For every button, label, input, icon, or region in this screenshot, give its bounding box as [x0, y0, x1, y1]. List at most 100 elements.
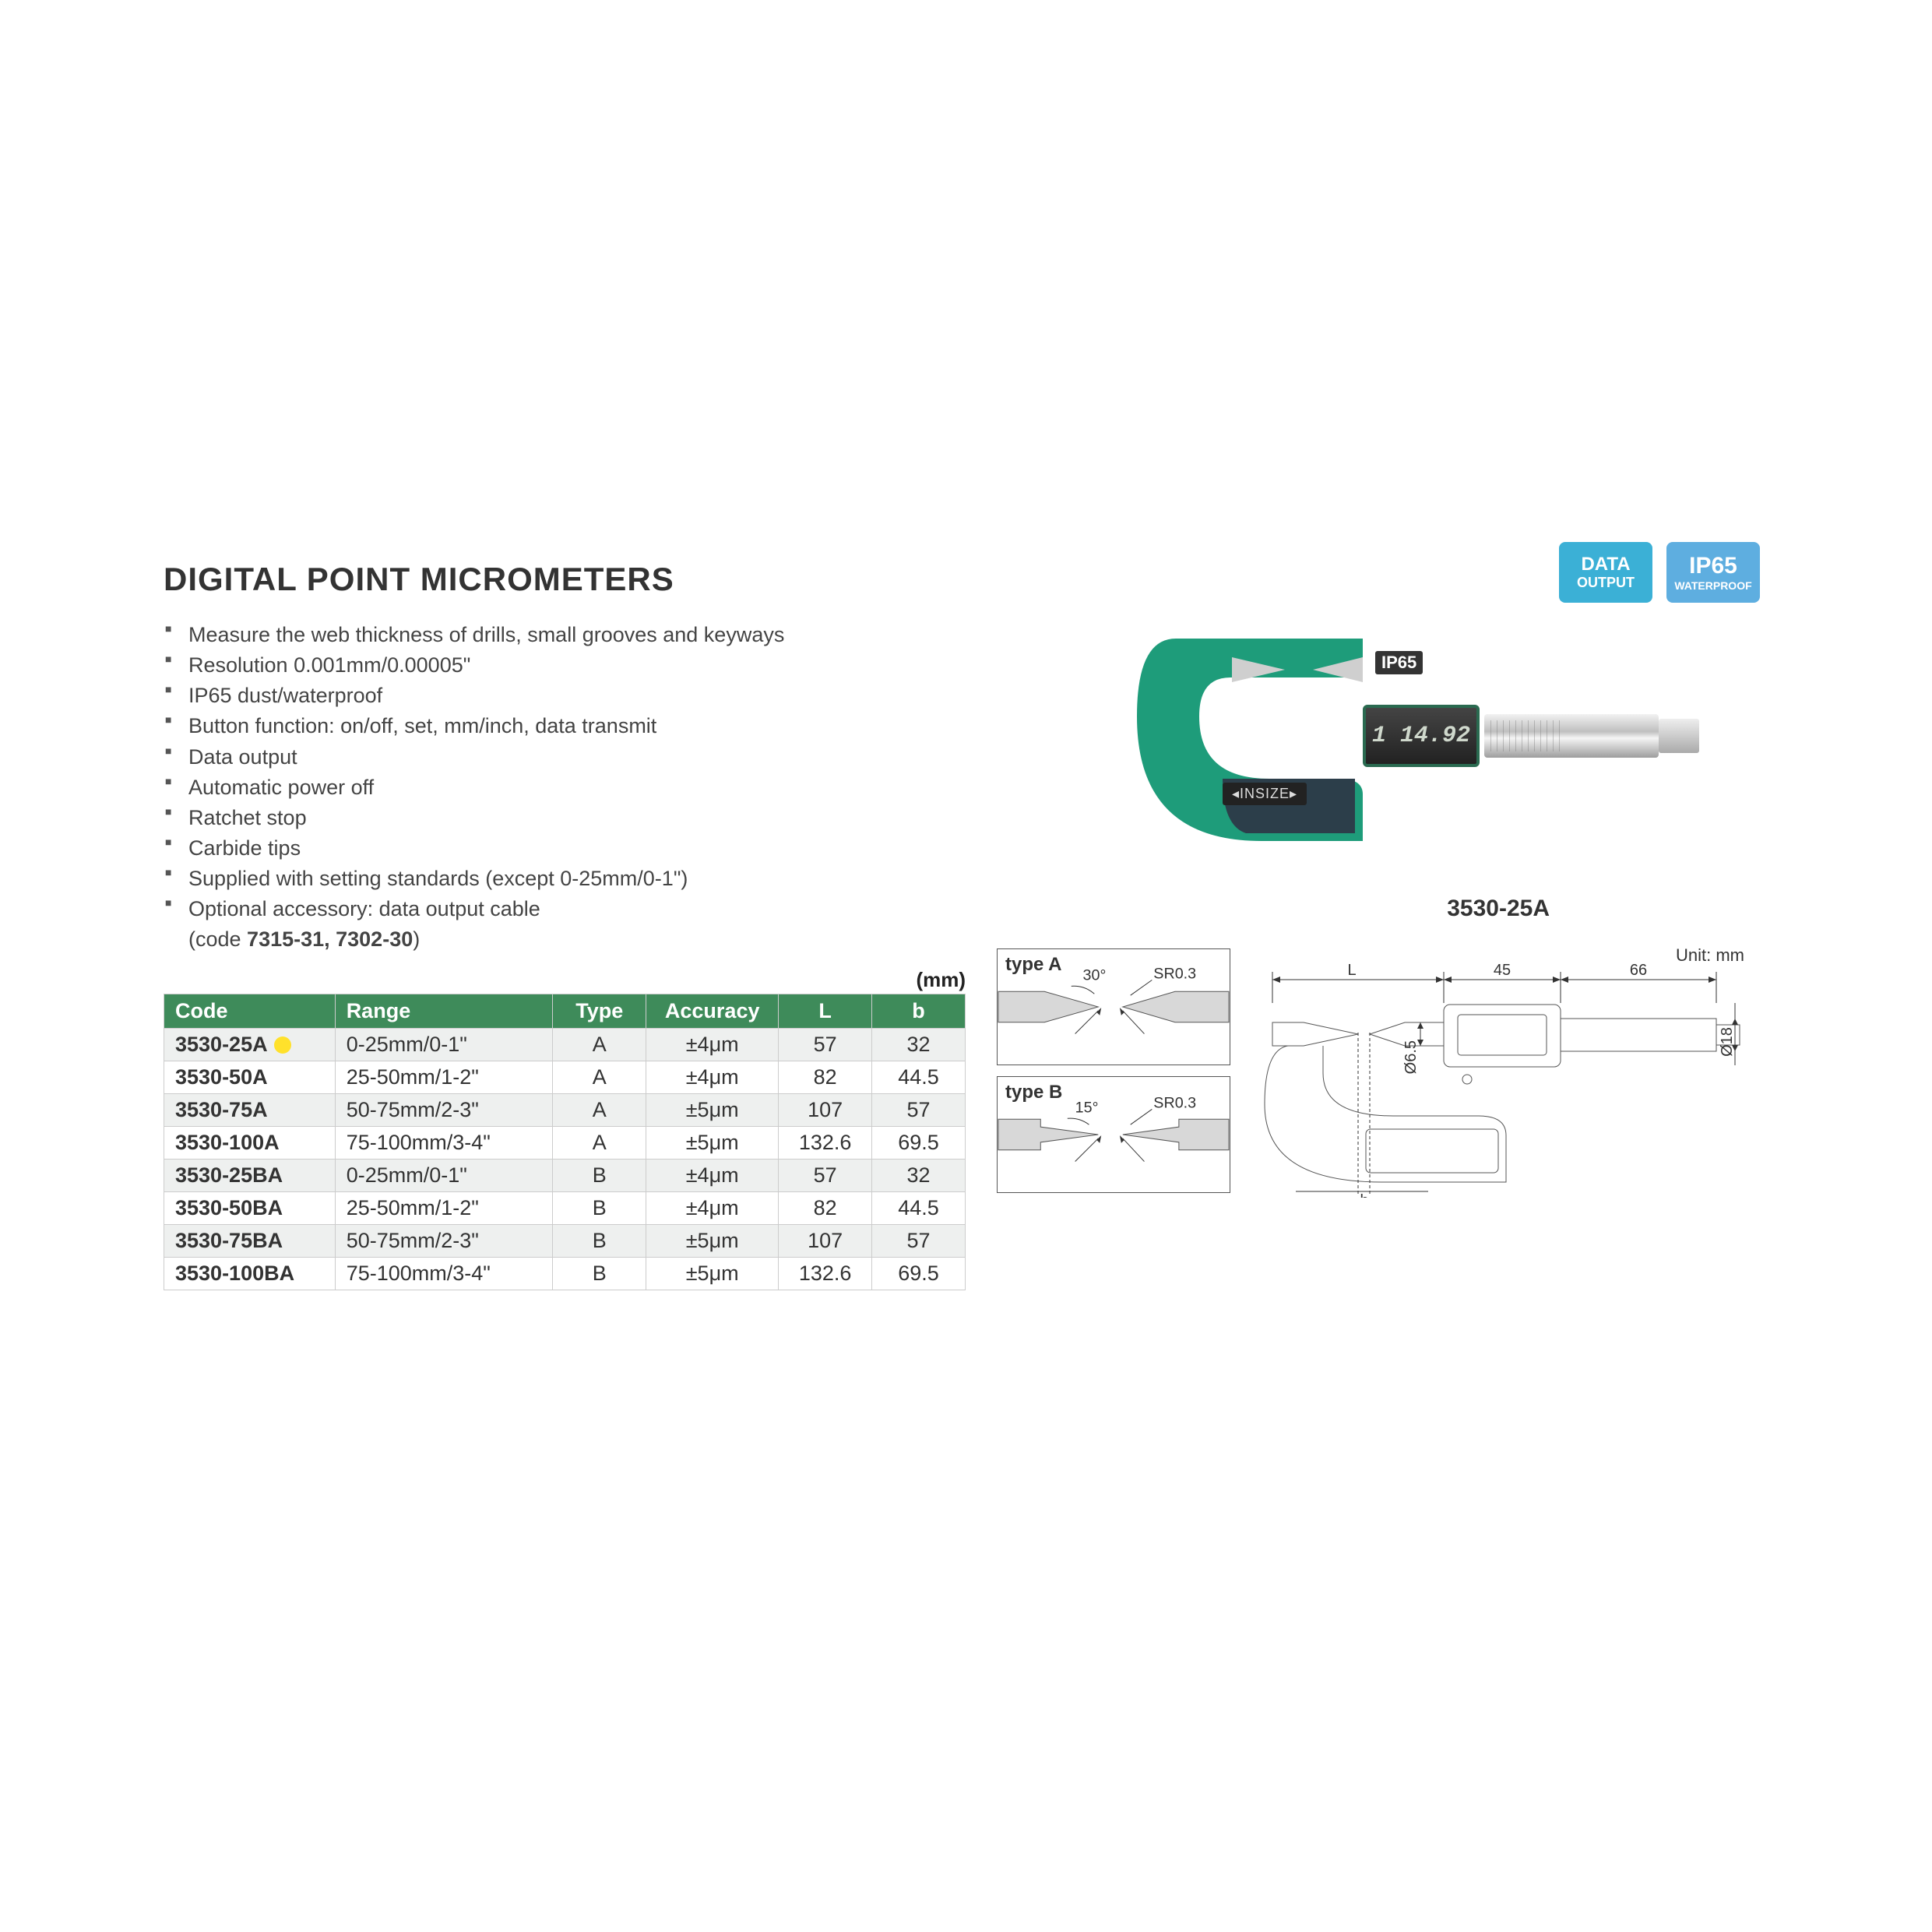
- cell: B: [553, 1257, 646, 1290]
- dim-dia18: Ø18: [1719, 1027, 1736, 1057]
- dim-45: 45: [1494, 962, 1511, 979]
- cell: 25-50mm/1-2": [335, 1191, 553, 1224]
- col-range: Range: [335, 994, 553, 1028]
- type-a-label: type A: [1005, 954, 1061, 976]
- highlight-dot-icon: [274, 1036, 291, 1054]
- badge-data-line2: OUTPUT: [1577, 575, 1635, 591]
- cell: B: [553, 1224, 646, 1257]
- type-b-angle: 15°: [1075, 1099, 1099, 1116]
- cell: 32: [872, 1028, 966, 1061]
- table-row: 3530-50A25-50mm/1-2"A±4μm8244.5: [164, 1061, 966, 1093]
- col-code: Code: [164, 994, 336, 1028]
- cell: 132.6: [779, 1257, 872, 1290]
- cell: 132.6: [779, 1126, 872, 1159]
- table-header-row: CodeRangeTypeAccuracyLb: [164, 994, 966, 1028]
- dim-66: 66: [1630, 962, 1647, 979]
- col-b: b: [872, 994, 966, 1028]
- cell: ±4μm: [646, 1159, 779, 1191]
- col-l: L: [779, 994, 872, 1028]
- cell: 44.5: [872, 1191, 966, 1224]
- micrometer-barrel: [1484, 714, 1659, 758]
- badge-data-line1: DATA: [1581, 554, 1630, 575]
- cell: 75-100mm/3-4": [335, 1126, 553, 1159]
- badge-ip65-line1: IP65: [1689, 553, 1737, 580]
- cell: 75-100mm/3-4": [335, 1257, 553, 1290]
- spec-table: CodeRangeTypeAccuracyLb 3530-25A0-25mm/0…: [164, 994, 966, 1290]
- product-ip65-tag: IP65: [1375, 651, 1423, 674]
- type-b-label: type B: [1005, 1082, 1062, 1103]
- diagram-row: type A 30° SR0.3 type B: [997, 948, 1768, 1204]
- cell: ±5μm: [646, 1257, 779, 1290]
- product-photo: IP65 ◂INSIZE▸ 1 14.92: [1129, 607, 1690, 888]
- badge-ip65-line2: WATERPROOF: [1674, 579, 1751, 592]
- cell: 3530-100BA: [164, 1257, 336, 1290]
- badge-ip65: IP65 WATERPROOF: [1666, 542, 1760, 603]
- table-body: 3530-25A0-25mm/0-1"A±4μm57323530-50A25-5…: [164, 1028, 966, 1290]
- cell: ±5μm: [646, 1126, 779, 1159]
- lcd-display: 1 14.92: [1363, 705, 1480, 767]
- micrometer-body: 1 14.92: [1363, 677, 1659, 794]
- cell: ±4μm: [646, 1028, 779, 1061]
- cell: A: [553, 1126, 646, 1159]
- catalog-page: DATA OUTPUT IP65 WATERPROOF DIGITAL POIN…: [164, 561, 1768, 1290]
- cell: ±4μm: [646, 1061, 779, 1093]
- cell: 25-50mm/1-2": [335, 1061, 553, 1093]
- type-diagram-column: type A 30° SR0.3 type B: [997, 948, 1230, 1204]
- cell: 0-25mm/0-1": [335, 1159, 553, 1191]
- cell: 82: [779, 1191, 872, 1224]
- cell: ±4μm: [646, 1191, 779, 1224]
- type-b-diagram: type B 15° SR0.3: [997, 1076, 1230, 1193]
- cell: A: [553, 1093, 646, 1126]
- table-row: 3530-25BA0-25mm/0-1"B±4μm5732: [164, 1159, 966, 1191]
- cell: B: [553, 1159, 646, 1191]
- cell: 57: [872, 1093, 966, 1126]
- cell: 50-75mm/2-3": [335, 1224, 553, 1257]
- type-a-angle: 30°: [1083, 966, 1107, 984]
- cell: 57: [872, 1224, 966, 1257]
- page-title: DIGITAL POINT MICROMETERS: [164, 561, 1768, 598]
- cell: 107: [779, 1224, 872, 1257]
- cell: ±5μm: [646, 1093, 779, 1126]
- cell: 69.5: [872, 1126, 966, 1159]
- type-a-radius: SR0.3: [1153, 965, 1196, 982]
- col-accuracy: Accuracy: [646, 994, 779, 1028]
- cell: 3530-50BA: [164, 1191, 336, 1224]
- cell: 0-25mm/0-1": [335, 1028, 553, 1061]
- cell: 3530-75A: [164, 1093, 336, 1126]
- product-model-label: 3530-25A: [1447, 896, 1550, 922]
- cell: 3530-75BA: [164, 1224, 336, 1257]
- cell: A: [553, 1061, 646, 1093]
- badge-row: DATA OUTPUT IP65 WATERPROOF: [1559, 542, 1760, 603]
- table-row: 3530-25A0-25mm/0-1"A±4μm5732: [164, 1028, 966, 1061]
- cell: 3530-100A: [164, 1126, 336, 1159]
- cell: 69.5: [872, 1257, 966, 1290]
- dim-dia65: Ø6.5: [1402, 1040, 1420, 1074]
- dim-L: L: [1347, 962, 1356, 979]
- table-row: 3530-75BA50-75mm/2-3"B±5μm10757: [164, 1224, 966, 1257]
- cell: 44.5: [872, 1061, 966, 1093]
- badge-data-output: DATA OUTPUT: [1559, 542, 1652, 603]
- cell: ±5μm: [646, 1224, 779, 1257]
- table-row: 3530-50BA25-50mm/1-2"B±4μm8244.5: [164, 1191, 966, 1224]
- type-a-diagram: type A 30° SR0.3: [997, 948, 1230, 1065]
- cell: 3530-25A: [164, 1028, 336, 1061]
- cell: 57: [779, 1028, 872, 1061]
- table-row: 3530-100BA75-100mm/3-4"B±5μm132.669.5: [164, 1257, 966, 1290]
- cell: 82: [779, 1061, 872, 1093]
- cell: 57: [779, 1159, 872, 1191]
- cell: 50-75mm/2-3": [335, 1093, 553, 1126]
- cell: 107: [779, 1093, 872, 1126]
- cell: B: [553, 1191, 646, 1224]
- schematic-unit: Unit: mm: [1676, 945, 1744, 966]
- micrometer-frame-icon: [1129, 623, 1394, 857]
- col-type: Type: [553, 994, 646, 1028]
- table-row: 3530-75A50-75mm/2-3"A±5μm10757: [164, 1093, 966, 1126]
- cell: 3530-25BA: [164, 1159, 336, 1191]
- table-row: 3530-100A75-100mm/3-4"A±5μm132.669.5: [164, 1126, 966, 1159]
- type-b-radius: SR0.3: [1153, 1094, 1196, 1111]
- dim-b: b: [1360, 1192, 1368, 1198]
- cell: 3530-50A: [164, 1061, 336, 1093]
- cell: 32: [872, 1159, 966, 1191]
- cell: A: [553, 1028, 646, 1061]
- dimension-schematic: Unit: mm L 45 66: [1249, 948, 1747, 1198]
